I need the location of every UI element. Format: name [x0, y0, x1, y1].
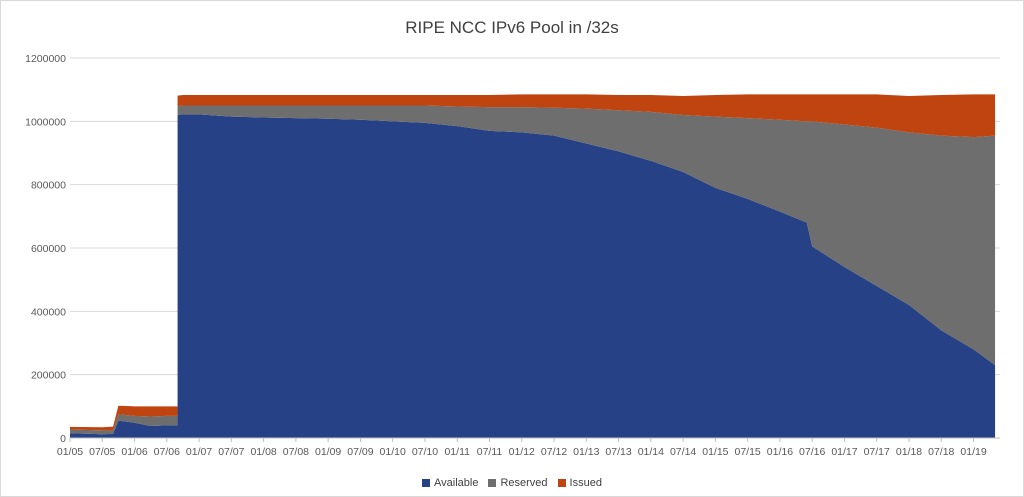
legend-item-reserved: Reserved: [488, 477, 548, 489]
x-tick-label: 01/16: [767, 446, 793, 458]
legend-label: Reserved: [500, 477, 548, 489]
x-tick-label: 01/19: [960, 446, 986, 458]
x-tick-label: 01/05: [57, 446, 83, 458]
legend: Available Reserved Issued: [0, 477, 1024, 490]
x-tick-label: 01/15: [702, 446, 728, 458]
x-tick-label: 01/07: [186, 446, 212, 458]
x-tick-label: 07/12: [541, 446, 567, 458]
legend-swatch: [488, 479, 497, 487]
y-tick-label: 800000: [31, 180, 66, 192]
stacked-areas: [70, 94, 996, 438]
x-tick-label: 01/12: [509, 446, 535, 458]
x-tick-label: 01/18: [896, 446, 922, 458]
y-tick-labels: 0 200000 400000 600000 800000 1000000 1200000: [25, 53, 66, 445]
x-tick-label: 07/16: [799, 446, 825, 458]
area-available: [70, 114, 996, 438]
y-tick-label: 1000000: [25, 116, 66, 128]
y-tick-label: 1200000: [25, 53, 66, 65]
legend-swatch: [422, 479, 431, 487]
x-tick-labels: 01/05 07/05 01/06 07/06 01/07 07/07 01/08 07/08…: [57, 446, 987, 458]
x-tick-label: 07/05: [89, 446, 115, 458]
x-tick-label: 07/17: [864, 446, 890, 458]
legend-label: Available: [434, 477, 479, 489]
chart-title: RIPE NCC IPv6 Pool in /32s: [405, 18, 619, 37]
y-tick-label: 600000: [31, 243, 66, 255]
legend-item-available: Available: [422, 477, 478, 489]
x-tick-label: 07/18: [928, 446, 954, 458]
y-tick-label: 400000: [31, 306, 66, 318]
x-tick-label: 07/14: [670, 446, 696, 458]
x-tick-label: 07/13: [605, 446, 631, 458]
x-tick-label: 07/06: [154, 446, 180, 458]
legend-label: Issued: [569, 477, 602, 489]
x-tick-label: 01/08: [250, 446, 276, 458]
y-tick-label: 200000: [31, 370, 66, 382]
x-tick-label: 07/07: [218, 446, 244, 458]
legend-swatch: [557, 479, 566, 487]
x-tick-label: 01/10: [380, 446, 406, 458]
x-tick-label: 07/15: [735, 446, 761, 458]
x-tick-label: 07/08: [283, 446, 309, 458]
x-tick-label: 01/13: [573, 446, 599, 458]
area-issued: [70, 94, 996, 431]
x-tick-label: 07/11: [477, 446, 503, 458]
x-tick-label: 07/10: [412, 446, 438, 458]
x-tick-label: 07/09: [347, 446, 373, 458]
x-tick-label: 01/09: [315, 446, 341, 458]
x-tick-label: 01/14: [638, 446, 664, 458]
axes: [69, 437, 1000, 442]
x-tick-label: 01/11: [444, 446, 470, 458]
legend-item-issued: Issued: [557, 477, 602, 489]
x-tick-label: 01/06: [121, 446, 147, 458]
area-reserved: [70, 105, 996, 435]
x-tick-label: 01/17: [831, 446, 857, 458]
y-tick-label: 0: [60, 433, 66, 445]
